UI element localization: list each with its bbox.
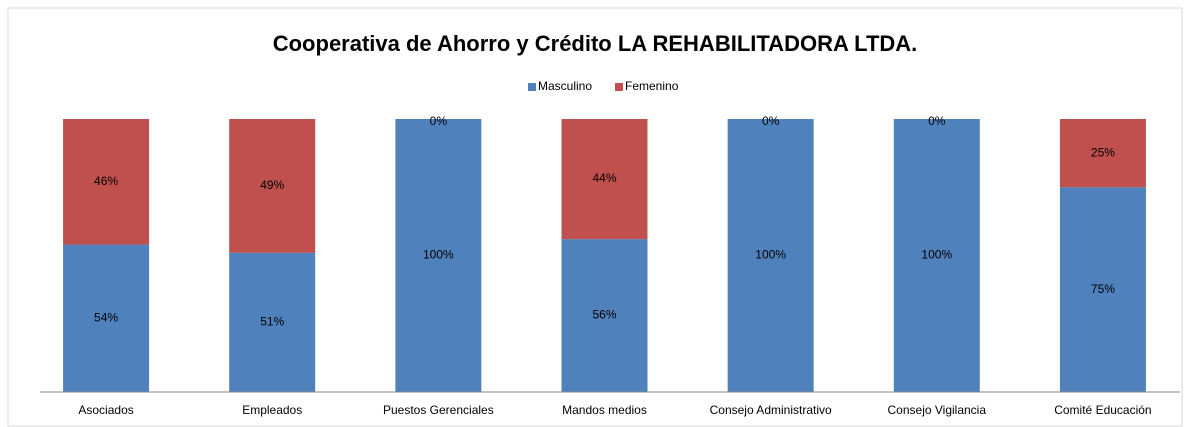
- legend-swatch: [528, 83, 536, 91]
- x-tick-label: Puestos Gerenciales: [383, 403, 494, 417]
- data-label: 100%: [755, 248, 786, 262]
- data-label: 0%: [762, 114, 780, 128]
- data-label: 100%: [921, 248, 952, 262]
- data-label: 51%: [260, 315, 284, 329]
- bar-segment: [395, 119, 482, 392]
- bar-segment: [229, 252, 316, 392]
- data-label: 100%: [423, 248, 454, 262]
- bar-segment: [727, 119, 814, 392]
- chart-title: Cooperativa de Ahorro y Crédito LA REHAB…: [273, 31, 918, 56]
- bar-segment: [561, 239, 648, 392]
- legend-label: Masculino: [538, 79, 592, 93]
- data-label: 54%: [94, 310, 118, 324]
- x-tick-label: Empleados: [242, 403, 302, 417]
- data-label: 46%: [94, 174, 118, 188]
- legend-label: Femenino: [625, 79, 679, 93]
- x-tick-label: Asociados: [78, 403, 133, 417]
- bar-segment: [63, 119, 150, 245]
- data-label: 0%: [430, 114, 448, 128]
- data-label: 44%: [592, 171, 616, 185]
- x-tick-label: Mandos medios: [562, 403, 647, 417]
- bar-segment: [1059, 119, 1146, 188]
- x-tick-label: Consejo Administrativo: [710, 403, 832, 417]
- x-tick-label: Consejo Vigilancia: [888, 403, 987, 417]
- data-label: 75%: [1091, 282, 1115, 296]
- legend-swatch: [615, 83, 623, 91]
- bar-segment: [63, 244, 150, 392]
- bar-segment: [229, 119, 316, 253]
- bar-segment: [893, 119, 980, 392]
- data-label: 0%: [928, 114, 946, 128]
- bar-segment: [1059, 187, 1146, 392]
- data-label: 56%: [592, 308, 616, 322]
- data-label: 25%: [1091, 145, 1115, 159]
- bar-segment: [561, 119, 648, 240]
- x-tick-label: Comité Educación: [1054, 403, 1151, 417]
- data-label: 49%: [260, 178, 284, 192]
